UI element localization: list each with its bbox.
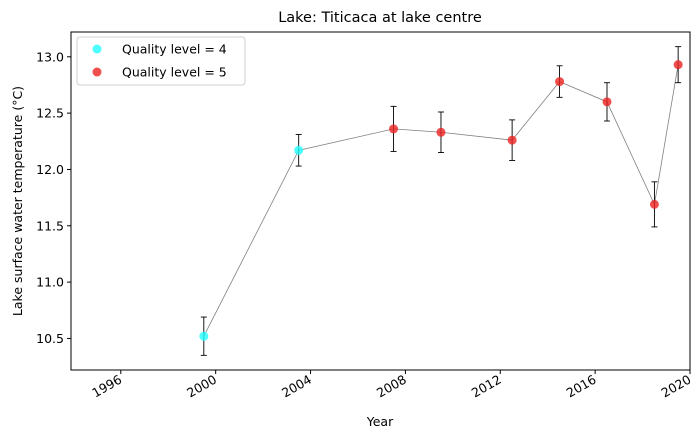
data-point-quality-5 [602,97,612,107]
legend-label-quality-4: Quality level = 4 [122,42,227,57]
data-point-quality-5 [673,60,683,70]
data-point-quality-5 [436,127,446,137]
x-tick-label: 2012 [469,372,504,401]
legend: Quality level = 4 Quality level = 5 [76,36,246,86]
y-tick-label: 12.0 [36,162,64,177]
y-tick-label: 11.0 [36,275,64,290]
data-point-quality-5 [507,135,517,145]
x-tick-label: 1996 [89,372,124,401]
y-tick-label: 11.5 [36,218,64,233]
y-tick-label: 13.0 [36,49,64,64]
plot-area [199,46,683,356]
x-axis: 1996 2000 2004 2008 2012 2016 2020 [89,370,694,401]
x-tick-label: 2016 [564,372,599,401]
x-tick-label: 2020 [658,372,693,401]
plot-frame [70,31,691,371]
y-axis-title: Lake surface water temperature (°C) [10,86,25,316]
y-tick-label: 12.5 [36,106,64,121]
legend-label-quality-5: Quality level = 5 [122,65,227,80]
data-point-quality-5 [649,199,659,209]
legend-marker-quality-5 [92,67,102,77]
chart-title: Lake: Titicaca at lake centre [278,10,482,26]
legend-marker-quality-4 [92,44,102,54]
x-tick-label: 2008 [374,372,409,401]
data-point-quality-5 [555,77,565,87]
x-axis-title: Year [366,414,394,429]
data-point-quality-5 [389,124,399,134]
x-tick-label: 2000 [184,372,219,401]
legend-box [76,36,246,86]
x-tick-label: 2004 [279,372,314,401]
y-axis: 10.5 11.0 11.5 12.0 12.5 13.0 [36,49,71,346]
data-point-quality-4 [294,145,304,155]
data-point-quality-4 [199,331,209,341]
y-tick-label: 10.5 [36,331,64,346]
